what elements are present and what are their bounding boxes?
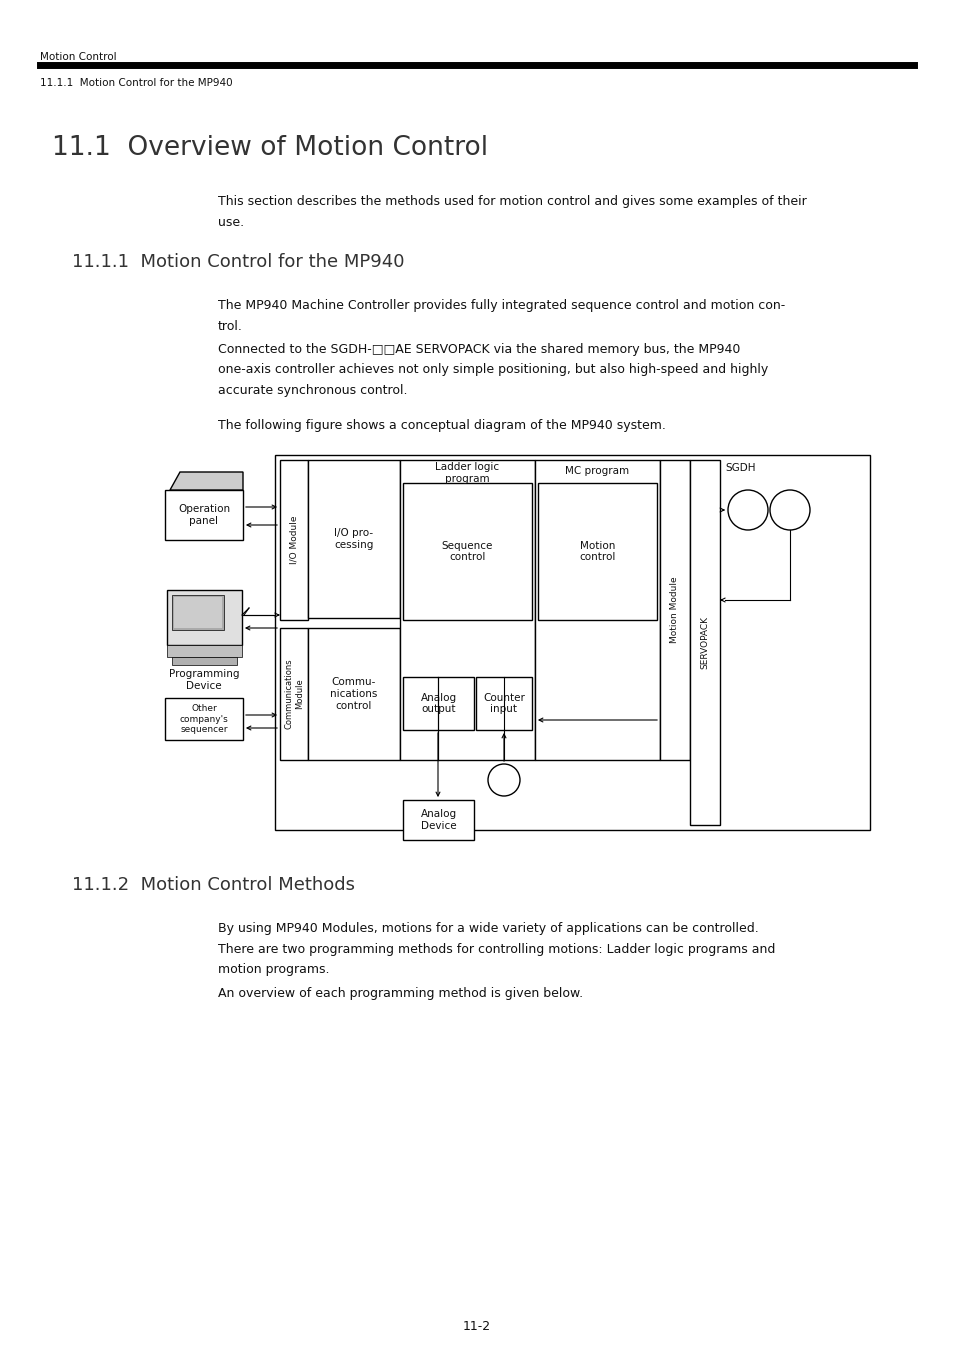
Bar [172, 594, 224, 630]
Text: 11.1.2  Motion Control Methods: 11.1.2 Motion Control Methods [71, 875, 355, 894]
Text: M: M [742, 505, 752, 515]
Bar [659, 459, 689, 761]
Text: Commu-
nications
control: Commu- nications control [330, 677, 377, 711]
Text: An overview of each programming method is given below.: An overview of each programming method i… [218, 988, 582, 1000]
Text: SGDH: SGDH [724, 463, 755, 473]
Bar [535, 459, 659, 761]
Bar [173, 597, 222, 628]
Circle shape [769, 490, 809, 530]
Bar [399, 459, 535, 761]
Bar [280, 628, 308, 761]
Bar [280, 459, 308, 620]
Text: Motion
control: Motion control [578, 540, 615, 562]
Text: 11.1  Overview of Motion Control: 11.1 Overview of Motion Control [52, 135, 488, 161]
Bar [402, 484, 532, 620]
Text: I/O pro-
cessing: I/O pro- cessing [334, 528, 374, 550]
Bar [402, 677, 474, 730]
Text: Sequence
control: Sequence control [441, 540, 493, 562]
Text: 11.1.1  Motion Control for the MP940: 11.1.1 Motion Control for the MP940 [71, 253, 404, 272]
Circle shape [488, 765, 519, 796]
Bar [165, 698, 243, 740]
Bar [308, 459, 399, 617]
Bar [402, 800, 474, 840]
Text: 11.1.1  Motion Control for the MP940: 11.1.1 Motion Control for the MP940 [40, 78, 233, 88]
Text: Ladder logic
program: Ladder logic program [435, 462, 499, 484]
Bar [167, 590, 242, 644]
Text: MC program: MC program [565, 466, 629, 476]
Text: By using MP940 Modules, motions for a wide variety of applications can be contro: By using MP940 Modules, motions for a wi… [218, 921, 775, 975]
Text: I/O Module: I/O Module [289, 516, 298, 565]
Text: The MP940 Machine Controller provides fully integrated sequence control and moti: The MP940 Machine Controller provides fu… [218, 299, 784, 332]
Bar [689, 459, 720, 825]
Text: Communications
Module: Communications Module [284, 659, 303, 730]
Text: Counter
input: Counter input [482, 693, 524, 715]
Text: Motion Control: Motion Control [40, 51, 116, 62]
Text: Motion Module: Motion Module [670, 577, 679, 643]
Polygon shape [170, 471, 243, 490]
Text: SERVOPACK: SERVOPACK [700, 616, 709, 669]
Text: PG: PG [497, 775, 510, 785]
Text: Connected to the SGDH-□□AE SERVOPACK via the shared memory bus, the MP940
one-ax: Connected to the SGDH-□□AE SERVOPACK via… [218, 343, 767, 397]
Text: PG: PG [782, 505, 797, 515]
Text: Operation
panel: Operation panel [178, 504, 230, 526]
Bar [537, 484, 657, 620]
Text: This section describes the methods used for motion control and gives some exampl: This section describes the methods used … [218, 195, 806, 228]
Bar [165, 490, 243, 540]
Bar [274, 455, 869, 830]
Text: Analog
output: Analog output [420, 693, 456, 715]
Circle shape [727, 490, 767, 530]
Text: Programming
Device: Programming Device [169, 669, 239, 690]
Bar [308, 628, 399, 761]
Bar [172, 657, 236, 665]
Text: 11-2: 11-2 [462, 1320, 491, 1333]
Text: Analog
Device: Analog Device [420, 809, 456, 831]
Bar [167, 644, 242, 657]
Text: The following figure shows a conceptual diagram of the MP940 system.: The following figure shows a conceptual … [218, 419, 665, 432]
Bar [476, 677, 532, 730]
Text: Other
company's
sequencer: Other company's sequencer [179, 704, 228, 734]
